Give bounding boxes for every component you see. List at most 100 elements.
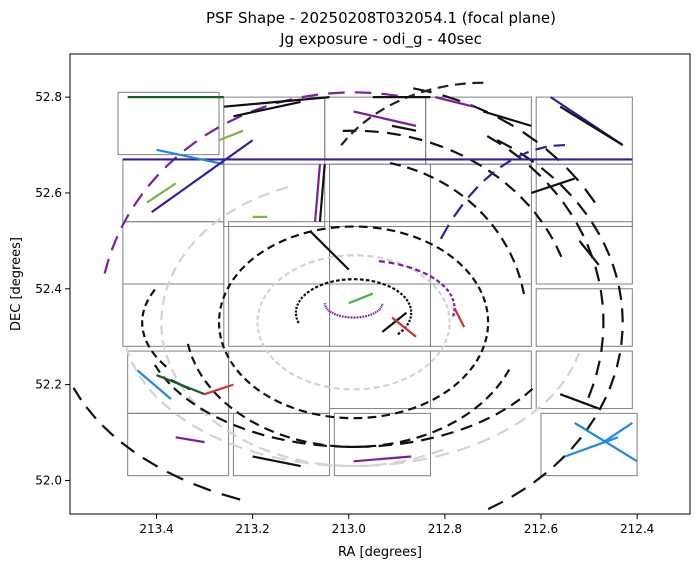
psf-whisker	[453, 188, 464, 197]
psf-whisker	[595, 360, 601, 376]
psf-whisker	[544, 393, 555, 403]
psf-whisker	[615, 353, 621, 368]
psf-arc-5	[217, 225, 490, 420]
ccd-outline-7	[223, 163, 326, 227]
psf-whisker	[319, 283, 324, 287]
psf-whisker	[187, 240, 196, 250]
psf-whisker	[406, 166, 418, 172]
psf-whisker	[267, 243, 275, 250]
psf-whisker	[236, 411, 246, 419]
psf-whisker	[329, 310, 332, 314]
ccd-outline-29	[540, 412, 638, 477]
psf-whisker	[417, 368, 423, 374]
psf-whisker	[269, 355, 275, 361]
psf-whisker	[160, 401, 171, 411]
psf-whisker	[487, 500, 504, 511]
psf-whisker	[424, 363, 430, 369]
plot-frame	[69, 53, 691, 515]
ccd-outline-19	[429, 283, 532, 347]
psf-arc-10	[153, 364, 534, 449]
psf-whisker	[120, 213, 130, 229]
psf-whisker	[159, 360, 167, 368]
psf-whisker	[442, 388, 451, 395]
psf-whisker	[432, 427, 443, 434]
psf-whisker	[257, 308, 261, 313]
psf-whisker	[540, 167, 555, 179]
psf-whisker	[437, 290, 443, 296]
y-axis-ticks: 52.0 52.2 52.4 52.6 52.8	[35, 90, 70, 487]
psf-whisker	[219, 302, 223, 309]
psf-whisker	[313, 443, 327, 448]
psf-whisker	[221, 493, 241, 501]
psf-segment-7	[353, 110, 417, 127]
psf-whisker	[295, 438, 307, 443]
psf-whisker	[386, 258, 393, 263]
psf-whisker	[555, 245, 563, 258]
psf-arc-17	[439, 143, 566, 240]
psf-whisker	[229, 360, 236, 368]
psf-whisker	[553, 143, 566, 147]
psf-whisker	[408, 305, 412, 309]
psf-arc-19	[378, 260, 456, 317]
psf-whisker	[213, 391, 222, 400]
psf-whisker	[132, 193, 144, 207]
psf-whisker	[475, 355, 481, 362]
psf-whisker	[397, 263, 404, 267]
psf-segment-9	[483, 110, 532, 127]
ccd-outline-1	[117, 91, 220, 156]
psf-whisker	[199, 407, 211, 415]
psf-whisker	[594, 266, 601, 282]
psf-segment-6	[318, 164, 326, 222]
psf-whisker	[335, 279, 340, 282]
psf-whisker	[222, 292, 227, 300]
psf-whisker	[330, 280, 335, 284]
psf-whisker	[256, 250, 265, 257]
psf-whisker	[467, 199, 477, 208]
psf-whisker	[559, 183, 573, 197]
psf-segment-28	[453, 307, 466, 328]
psf-whisker	[395, 289, 400, 294]
psf-whisker	[266, 288, 272, 294]
ccd-outline-8	[329, 163, 431, 227]
psf-whisker	[224, 351, 230, 359]
psf-whisker	[185, 397, 196, 406]
psf-whisker	[409, 372, 416, 378]
ccd-outline-22	[228, 350, 331, 414]
psf-whisker	[412, 235, 422, 241]
psf-whisker	[165, 280, 171, 291]
psf-whisker	[409, 316, 412, 319]
psf-whisker	[460, 424, 473, 431]
psf-whisker	[480, 345, 486, 353]
psf-whisker	[394, 410, 404, 415]
psf-whisker	[478, 416, 491, 424]
psf-whisker	[224, 401, 233, 410]
psf-whisker	[416, 433, 427, 439]
psf-whisker	[250, 105, 267, 113]
psf-whisker	[399, 292, 404, 296]
psf-whisker	[288, 371, 295, 376]
psf-whisker	[238, 265, 246, 272]
psf-whisker	[378, 260, 386, 263]
psf-whisker	[535, 145, 547, 151]
psf-whisker	[440, 345, 445, 351]
psf-whisker	[271, 436, 285, 442]
psf-whisker	[147, 173, 160, 187]
psf-whisker	[144, 299, 150, 307]
psf-arcs	[72, 81, 624, 511]
psf-whisker	[372, 226, 382, 230]
x-axis-ticks: 213.4 213.2 213.0 212.8 212.6 212.4	[139, 514, 654, 536]
psf-whisker	[333, 386, 340, 390]
psf-whisker	[407, 406, 417, 411]
psf-whisker	[508, 148, 523, 161]
psf-whisker	[292, 440, 306, 445]
psf-whisker	[452, 203, 464, 218]
psf-whisker	[422, 271, 428, 276]
psf-whisker	[295, 458, 308, 463]
psf-whisker	[456, 260, 464, 267]
psf-whisker	[218, 332, 223, 339]
psf-whisker	[617, 285, 623, 300]
psf-whisker	[402, 295, 407, 299]
psf-segment-36	[252, 455, 301, 468]
psf-whisker	[160, 310, 164, 320]
psf-whisker	[186, 343, 192, 353]
